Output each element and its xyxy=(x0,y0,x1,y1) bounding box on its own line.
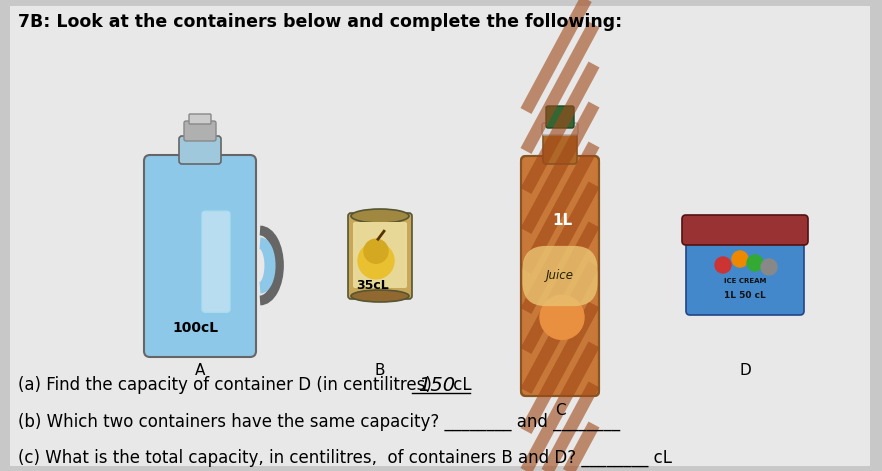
Circle shape xyxy=(732,251,748,267)
Text: (b) Which two containers have the same capacity? ________ and ________: (b) Which two containers have the same c… xyxy=(18,413,620,431)
Circle shape xyxy=(364,239,388,263)
FancyBboxPatch shape xyxy=(682,215,808,245)
Text: A: A xyxy=(195,363,206,378)
Circle shape xyxy=(747,255,763,271)
Text: 100cL: 100cL xyxy=(172,321,218,335)
Text: (a) Find the capacity of container D (in centilitres): (a) Find the capacity of container D (in… xyxy=(18,376,437,394)
FancyBboxPatch shape xyxy=(543,128,577,164)
FancyBboxPatch shape xyxy=(546,106,574,128)
Text: C: C xyxy=(555,403,565,418)
Circle shape xyxy=(761,259,777,275)
FancyBboxPatch shape xyxy=(179,136,221,164)
Ellipse shape xyxy=(351,290,409,302)
FancyBboxPatch shape xyxy=(10,6,870,466)
FancyBboxPatch shape xyxy=(521,156,599,396)
Text: B: B xyxy=(375,363,385,378)
Text: Juice: Juice xyxy=(546,269,574,283)
FancyBboxPatch shape xyxy=(348,213,412,299)
Text: 150: 150 xyxy=(418,376,455,395)
FancyBboxPatch shape xyxy=(353,222,407,288)
Circle shape xyxy=(358,243,394,279)
FancyBboxPatch shape xyxy=(189,114,211,124)
Text: D: D xyxy=(739,363,751,378)
Ellipse shape xyxy=(351,209,409,223)
FancyBboxPatch shape xyxy=(542,123,578,135)
Text: 35cL: 35cL xyxy=(356,279,389,292)
Text: cL: cL xyxy=(448,376,472,394)
FancyBboxPatch shape xyxy=(202,211,230,312)
Text: ICE CREAM: ICE CREAM xyxy=(724,278,766,284)
Text: 7B: Look at the containers below and complete the following:: 7B: Look at the containers below and com… xyxy=(18,13,622,31)
FancyBboxPatch shape xyxy=(184,121,216,141)
FancyBboxPatch shape xyxy=(144,155,256,357)
Circle shape xyxy=(540,295,584,340)
FancyBboxPatch shape xyxy=(686,235,804,315)
Text: 1L 50 cL: 1L 50 cL xyxy=(724,291,766,300)
Text: 1L: 1L xyxy=(552,213,572,228)
Circle shape xyxy=(715,257,731,273)
Text: (c) What is the total capacity, in centilitres,  of containers B and D? ________: (c) What is the total capacity, in centi… xyxy=(18,449,672,467)
